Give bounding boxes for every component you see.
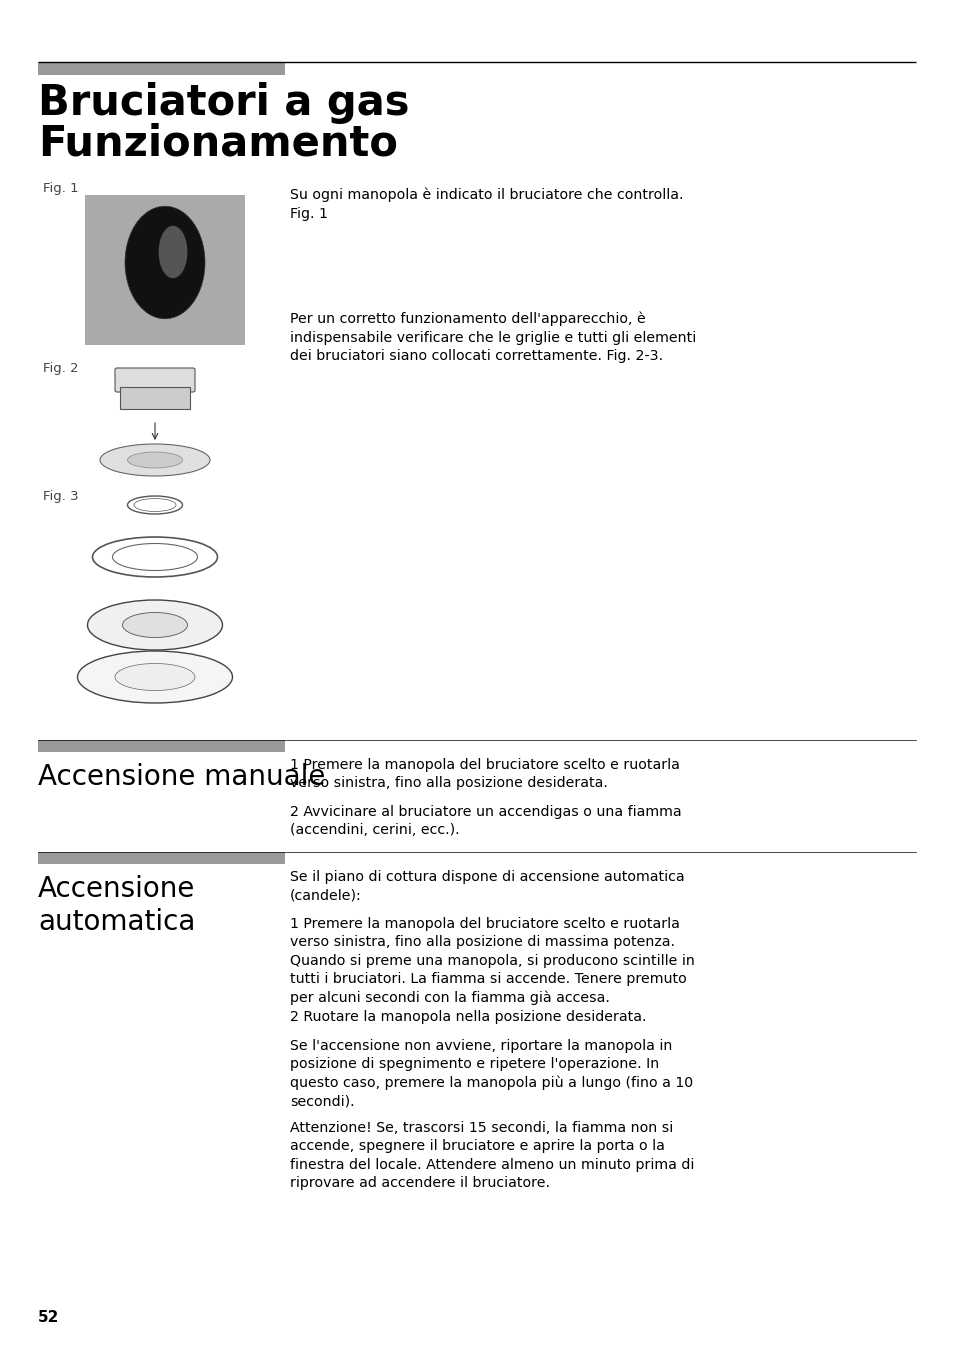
Bar <box>38 852 285 864</box>
Text: Su ogni manopola è indicato il bruciatore che controlla.
Fig. 1: Su ogni manopola è indicato il bruciator… <box>290 188 682 220</box>
Text: 52: 52 <box>38 1310 59 1325</box>
Ellipse shape <box>158 226 187 279</box>
Text: Accensione: Accensione <box>38 875 195 903</box>
Bar <box>38 62 285 74</box>
Ellipse shape <box>125 207 205 319</box>
Text: 1 Premere la manopola del bruciatore scelto e ruotarla
verso sinistra, fino alla: 1 Premere la manopola del bruciatore sce… <box>290 917 694 1023</box>
Text: Fig. 3: Fig. 3 <box>43 489 78 503</box>
Text: Bruciatori a gas: Bruciatori a gas <box>38 82 409 124</box>
Ellipse shape <box>77 652 233 703</box>
Ellipse shape <box>128 452 182 468</box>
Text: Per un corretto funzionamento dell'apparecchio, è
indispensabile verificare che : Per un corretto funzionamento dell'appar… <box>290 312 696 364</box>
Ellipse shape <box>115 664 194 691</box>
Text: 2 Avvicinare al bruciatore un accendigas o una fiamma
(accendini, cerini, ecc.).: 2 Avvicinare al bruciatore un accendigas… <box>290 804 680 837</box>
Text: Attenzione! Se, trascorsi 15 secondi, la fiamma non si
accende, spegnere il bruc: Attenzione! Se, trascorsi 15 secondi, la… <box>290 1121 694 1190</box>
FancyBboxPatch shape <box>115 368 194 392</box>
Text: Accensione manuale: Accensione manuale <box>38 763 325 791</box>
Ellipse shape <box>122 612 188 638</box>
Text: Fig. 2: Fig. 2 <box>43 362 78 375</box>
Ellipse shape <box>100 443 210 476</box>
Bar <box>120 387 190 410</box>
Text: Se l'accensione non avviene, riportare la manopola in
posizione di spegnimento e: Se l'accensione non avviene, riportare l… <box>290 1038 693 1109</box>
Text: Funzionamento: Funzionamento <box>38 122 397 164</box>
Text: Se il piano di cottura dispone di accensione automatica
(candele):: Se il piano di cottura dispone di accens… <box>290 869 684 902</box>
Ellipse shape <box>88 600 222 650</box>
Bar <box>38 740 285 752</box>
Text: automatica: automatica <box>38 909 195 936</box>
Bar <box>85 195 245 345</box>
Text: 1 Premere la manopola del bruciatore scelto e ruotarla
verso sinistra, fino alla: 1 Premere la manopola del bruciatore sce… <box>290 758 679 791</box>
Text: Fig. 1: Fig. 1 <box>43 183 78 195</box>
